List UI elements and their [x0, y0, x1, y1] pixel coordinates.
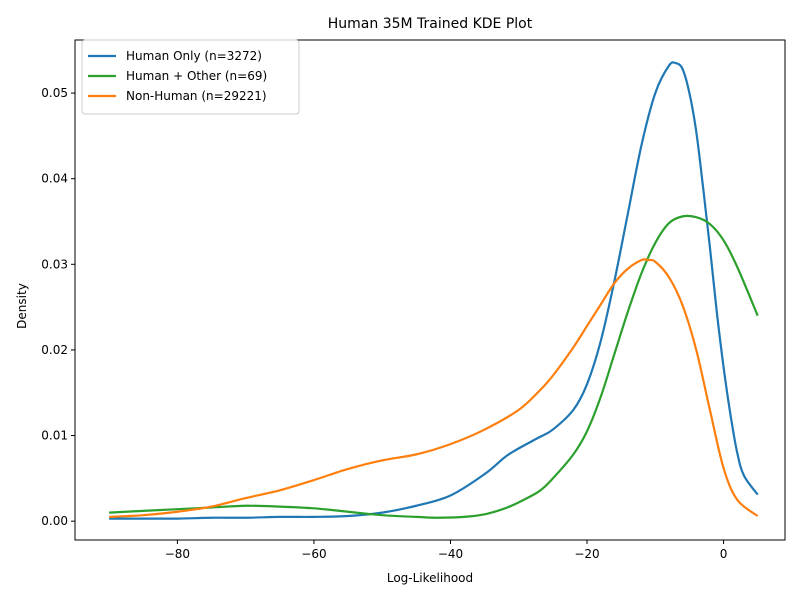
- plot-area: [74, 39, 786, 541]
- legend-item-non-human-n-29221: Non-Human (n=29221): [88, 89, 267, 103]
- legend-label: Human + Other (n=69): [126, 69, 267, 83]
- chart-title: Human 35M Trained KDE Plot: [328, 16, 533, 32]
- y-tick-label: 0.02: [41, 343, 68, 357]
- x-axis: −80 −60 −40 −20 0: [165, 540, 728, 561]
- series-layer: [109, 61, 759, 520]
- axes-frame: [74, 39, 786, 541]
- legend-label: Non-Human (n=29221): [126, 89, 267, 103]
- y-axis-label: Density: [15, 283, 29, 329]
- y-axis: 0.00 0.01 0.02 0.03 0.04 0.05: [41, 86, 75, 528]
- legend-label: Human Only (n=3272): [126, 49, 262, 63]
- x-tick-label: −80: [165, 547, 190, 561]
- series-line-human-other-n-69: [109, 214, 759, 519]
- legend-box: [81, 39, 300, 115]
- legend-item-human-other-n-69: Human + Other (n=69): [88, 69, 267, 83]
- x-tick-label: 0: [720, 547, 728, 561]
- series-line-non-human-n-29221: [109, 258, 759, 518]
- legend: Human Only (n=3272) Human + Other (n=69) N…: [81, 39, 300, 115]
- series-line-human-only-n-3272: [109, 61, 759, 520]
- legend-items: Human Only (n=3272) Human + Other (n=69) N…: [88, 49, 267, 103]
- y-tick-label: 0.00: [41, 514, 68, 528]
- x-tick-label: −20: [574, 547, 599, 561]
- y-tick-label: 0.05: [41, 86, 68, 100]
- y-tick-label: 0.01: [41, 429, 68, 443]
- x-tick-label: −40: [438, 547, 463, 561]
- x-axis-label: Log-Likelihood: [387, 571, 473, 585]
- x-tick-label: −60: [301, 547, 326, 561]
- legend-item-human-only-n-3272: Human Only (n=3272): [88, 49, 262, 63]
- y-tick-label: 0.04: [41, 172, 68, 186]
- y-tick-label: 0.03: [41, 257, 68, 271]
